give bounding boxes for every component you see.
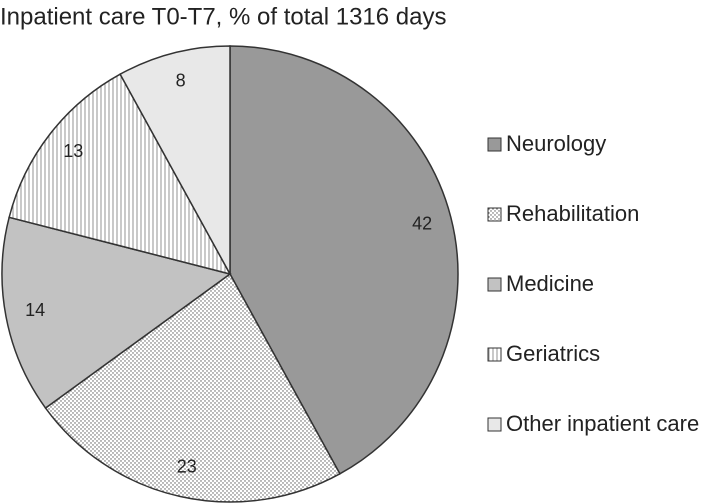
slice-label: 8 [176,71,186,91]
legend-label: Neurology [506,131,606,156]
pie-slice [229,45,459,475]
legend-label: Other inpatient care [506,411,699,436]
legend-label: Medicine [506,271,594,296]
legend-swatch [487,347,502,362]
slice-label: 13 [63,141,83,161]
legend-swatch [487,207,502,222]
slice-label: 14 [25,300,45,320]
chart-title: Inpatient care T0-T7, % of total 1316 da… [0,3,446,30]
legend-swatch [487,137,502,152]
legend-label: Geriatrics [506,341,600,366]
pie-slice [8,73,232,276]
slice-label: 23 [177,456,197,476]
legend-swatch [487,417,502,432]
pie-slice [119,45,231,275]
legend-swatch [487,277,502,292]
pie-slice [44,272,341,503]
pie-slice [1,216,232,410]
legend-label: Rehabilitation [506,201,639,226]
slice-label: 42 [412,213,432,233]
